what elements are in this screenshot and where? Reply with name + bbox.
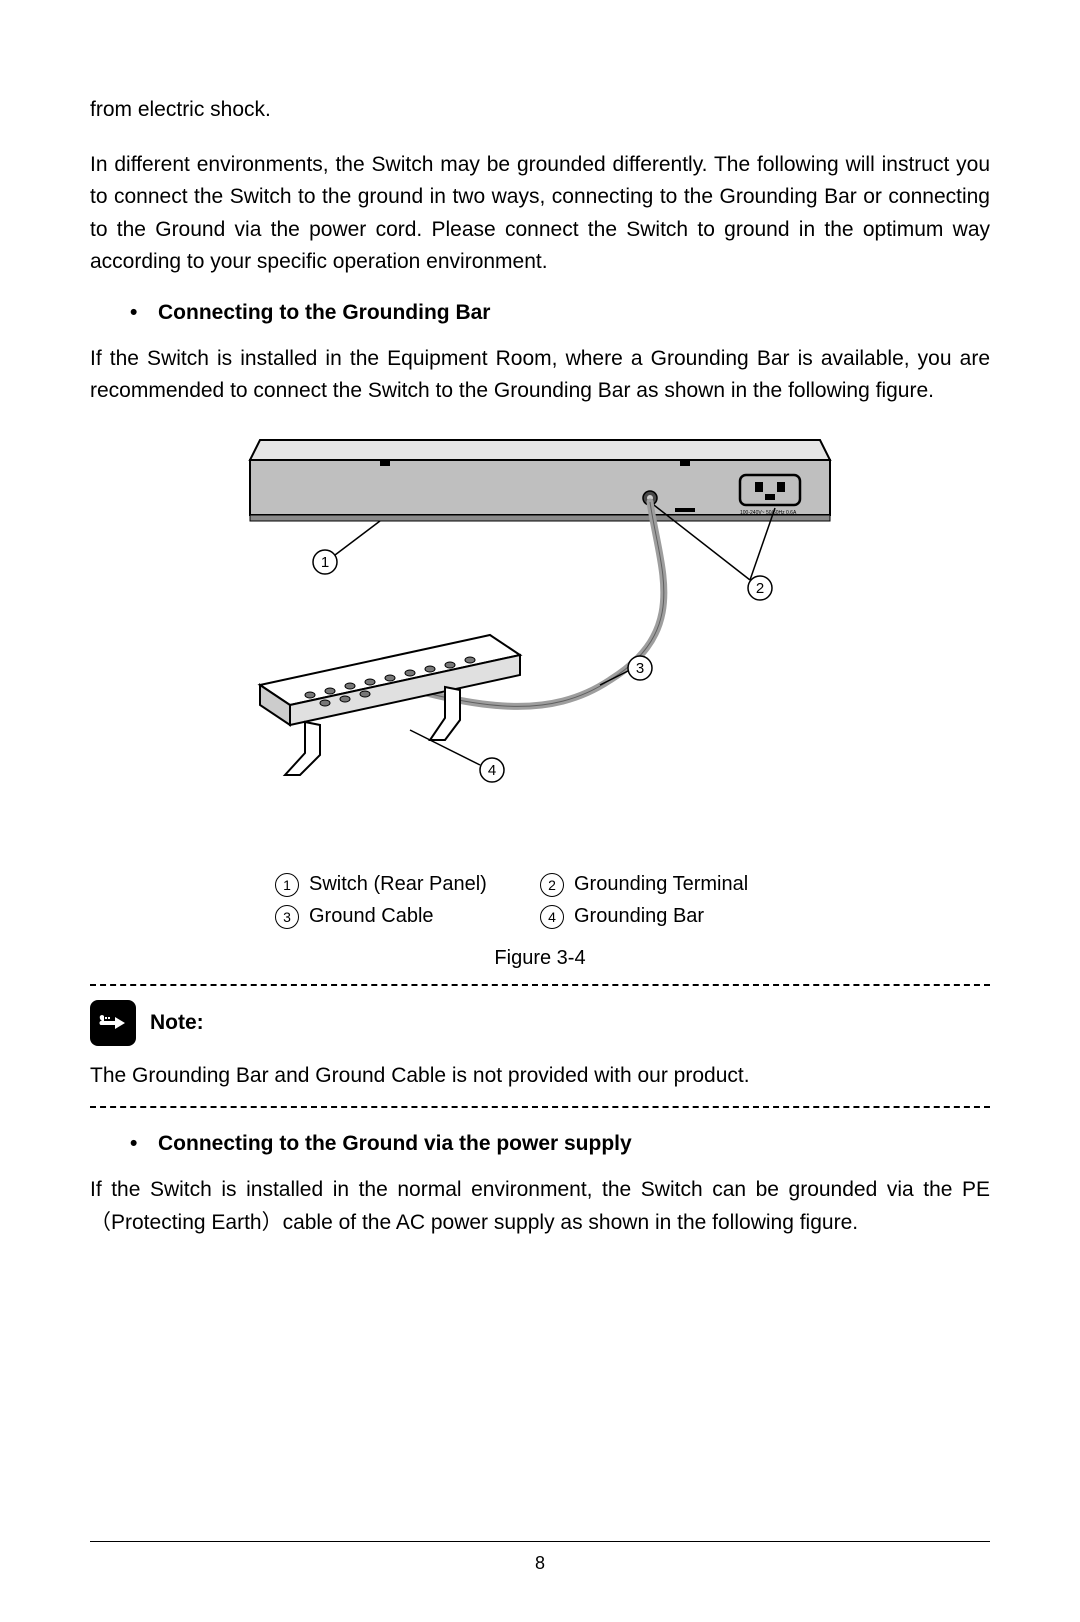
environment-paragraph: In different environments, the Switch ma… xyxy=(90,149,990,279)
callout-2: 2 xyxy=(748,576,772,600)
leader-line-3 xyxy=(600,670,630,685)
grounding-diagram-svg: 100-240V~ 50/60Hz 0.6A xyxy=(230,430,850,850)
svg-text:2: 2 xyxy=(756,580,764,597)
bullet-dot-icon: • xyxy=(130,1132,158,1156)
footer-rule xyxy=(90,1541,990,1542)
figure-3-4: 100-240V~ 50/60Hz 0.6A xyxy=(230,430,850,970)
power-supply-paragraph: If the Switch is installed in the normal… xyxy=(90,1174,990,1239)
intro-tail-paragraph: from electric shock. xyxy=(90,94,990,127)
legend-item-3: 3 Ground Cable xyxy=(275,905,540,929)
svg-text:1: 1 xyxy=(321,554,329,571)
grounding-bar-paragraph: If the Switch is installed in the Equipm… xyxy=(90,343,990,408)
legend-text-4: Grounding Bar xyxy=(574,905,704,928)
legend-item-1: 1 Switch (Rear Panel) xyxy=(275,873,540,897)
note-hand-icon xyxy=(90,1000,136,1046)
note-top-divider xyxy=(90,984,990,986)
note-text: The Grounding Bar and Ground Cable is no… xyxy=(90,1060,990,1093)
legend-num-3: 3 xyxy=(275,905,299,929)
figure-caption: Figure 3-4 xyxy=(230,947,850,970)
legend-num-1: 1 xyxy=(275,873,299,897)
manual-page: from electric shock. In different enviro… xyxy=(0,0,1080,1622)
bullet-power-supply: • Connecting to the Ground via the power… xyxy=(130,1132,990,1156)
leader-line-1 xyxy=(335,521,380,555)
legend-num-2: 2 xyxy=(540,873,564,897)
page-number: 8 xyxy=(0,1553,1080,1574)
callout-1: 1 xyxy=(313,550,337,574)
callout-4: 4 xyxy=(480,758,504,782)
legend-item-2: 2 Grounding Terminal xyxy=(540,873,805,897)
note-bottom-divider xyxy=(90,1106,990,1108)
svg-text:4: 4 xyxy=(488,762,496,779)
legend-text-2: Grounding Terminal xyxy=(574,873,748,896)
bullet-dot-icon: • xyxy=(130,301,158,325)
svg-text:3: 3 xyxy=(636,660,644,677)
legend-text-1: Switch (Rear Panel) xyxy=(309,873,487,896)
svg-text:100-240V~ 50/60Hz 0.6A: 100-240V~ 50/60Hz 0.6A xyxy=(740,510,797,516)
switch-rear-panel: 100-240V~ 50/60Hz 0.6A xyxy=(250,440,830,521)
legend-item-4: 4 Grounding Bar xyxy=(540,905,805,929)
note-label: Note: xyxy=(150,1011,204,1035)
legend-num-4: 4 xyxy=(540,905,564,929)
callout-3: 3 xyxy=(628,656,652,680)
figure-legend: 1 Switch (Rear Panel) 2 Grounding Termin… xyxy=(275,873,805,929)
bullet-power-supply-label: Connecting to the Ground via the power s… xyxy=(158,1132,632,1156)
bullet-grounding-bar-label: Connecting to the Grounding Bar xyxy=(158,301,490,325)
legend-text-3: Ground Cable xyxy=(309,905,434,928)
bullet-grounding-bar: • Connecting to the Grounding Bar xyxy=(130,301,990,325)
note-header: Note: xyxy=(90,1000,990,1046)
